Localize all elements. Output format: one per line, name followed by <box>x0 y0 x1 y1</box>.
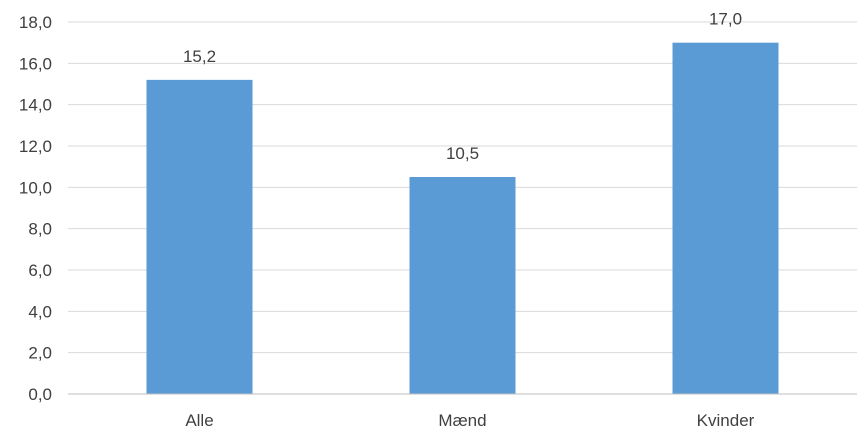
bar <box>146 79 253 394</box>
y-tick-label: 14,0 <box>19 96 52 115</box>
y-tick-label: 2,0 <box>28 344 52 363</box>
data-labels: 15,2 10,5 17,0 <box>183 10 742 163</box>
data-label: 15,2 <box>183 47 216 66</box>
y-tick-label: 16,0 <box>19 54 52 73</box>
y-tick-label: 0,0 <box>28 385 52 404</box>
y-tick-label: 6,0 <box>28 261 52 280</box>
x-tick-labels: Alle Mænd Kvinder <box>185 411 754 430</box>
y-tick-label: 4,0 <box>28 302 52 321</box>
y-tick-label: 8,0 <box>28 220 52 239</box>
x-tick-label: Mænd <box>438 411 486 430</box>
y-tick-labels: 0,0 2,0 4,0 6,0 8,0 10,0 12,0 14,0 16,0 18,0 <box>19 13 52 404</box>
bar <box>672 42 779 395</box>
y-tick-label: 18,0 <box>19 13 52 32</box>
x-tick-label: Kvinder <box>697 411 755 430</box>
y-tick-label: 12,0 <box>19 137 52 156</box>
data-label: 17,0 <box>709 10 742 29</box>
bar <box>409 177 516 394</box>
x-tick-label: Alle <box>185 411 213 430</box>
data-label: 10,5 <box>446 144 479 163</box>
y-tick-label: 10,0 <box>19 178 52 197</box>
bars <box>146 42 779 395</box>
